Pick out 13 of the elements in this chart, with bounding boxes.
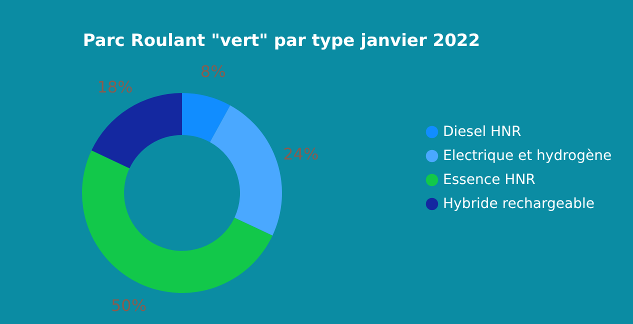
donut-slice (182, 93, 230, 142)
legend-label: Essence HNR (443, 172, 536, 188)
legend-label: Hybride rechargeable (443, 196, 594, 212)
donut-slice (82, 150, 272, 293)
chart-title: Parc Roulant "vert" par type janvier 2022 (82, 31, 480, 51)
data-label: 24% (283, 144, 319, 164)
data-label: 8% (200, 62, 226, 81)
data-label: 50% (110, 296, 147, 316)
donut-slice (210, 105, 282, 236)
data-label: 18% (97, 77, 133, 96)
legend-label: Electrique et hydrogène (443, 148, 612, 164)
legend-label: Diesel HNR (443, 124, 522, 140)
donut-slice (92, 93, 182, 168)
